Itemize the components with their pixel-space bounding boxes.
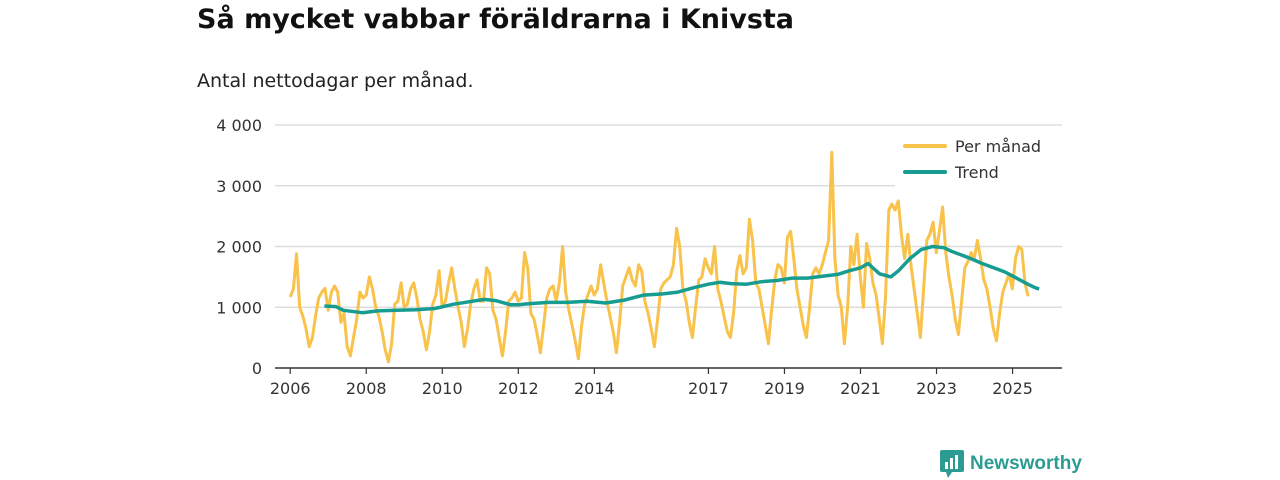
x-tick-label: 2019 [764, 379, 805, 398]
chart-subtitle: Antal nettodagar per månad. [197, 70, 474, 92]
x-tick-label: 2025 [992, 379, 1033, 398]
x-tick-label: 2014 [574, 379, 615, 398]
x-tick-label: 2023 [916, 379, 957, 398]
x-tick-label: 2010 [422, 379, 463, 398]
series-line-per-manad [288, 150, 1030, 364]
y-tick-label: 2 000 [216, 238, 262, 257]
legend-label-trend: Trend [954, 163, 999, 182]
legend-box [895, 132, 1062, 188]
x-tick-label: 2012 [498, 379, 539, 398]
y-tick-label: 4 000 [216, 116, 262, 135]
x-tick-label: 2008 [346, 379, 387, 398]
brand-name: Newsworthy [970, 453, 1082, 474]
y-tick-label: 1 000 [216, 298, 262, 317]
chart-title: Så mycket vabbar föräldrarna i Knivsta [197, 4, 795, 35]
x-tick-label: 2017 [688, 379, 729, 398]
brand-logo: Newsworthy [940, 450, 1082, 478]
line-chart: 0 1 000 2 000 3 000 4 000 2006 2008 2010 2012 20… [216, 116, 1062, 398]
x-tick-label: 2006 [270, 379, 311, 398]
series-line-trend [324, 244, 1040, 315]
y-tick-label: 3 000 [216, 177, 262, 196]
legend-label-per-manad: Per månad [955, 137, 1041, 156]
y-tick-label: 0 [252, 359, 262, 378]
x-tick-label: 2021 [840, 379, 881, 398]
newsworthy-logo-icon [940, 450, 964, 478]
